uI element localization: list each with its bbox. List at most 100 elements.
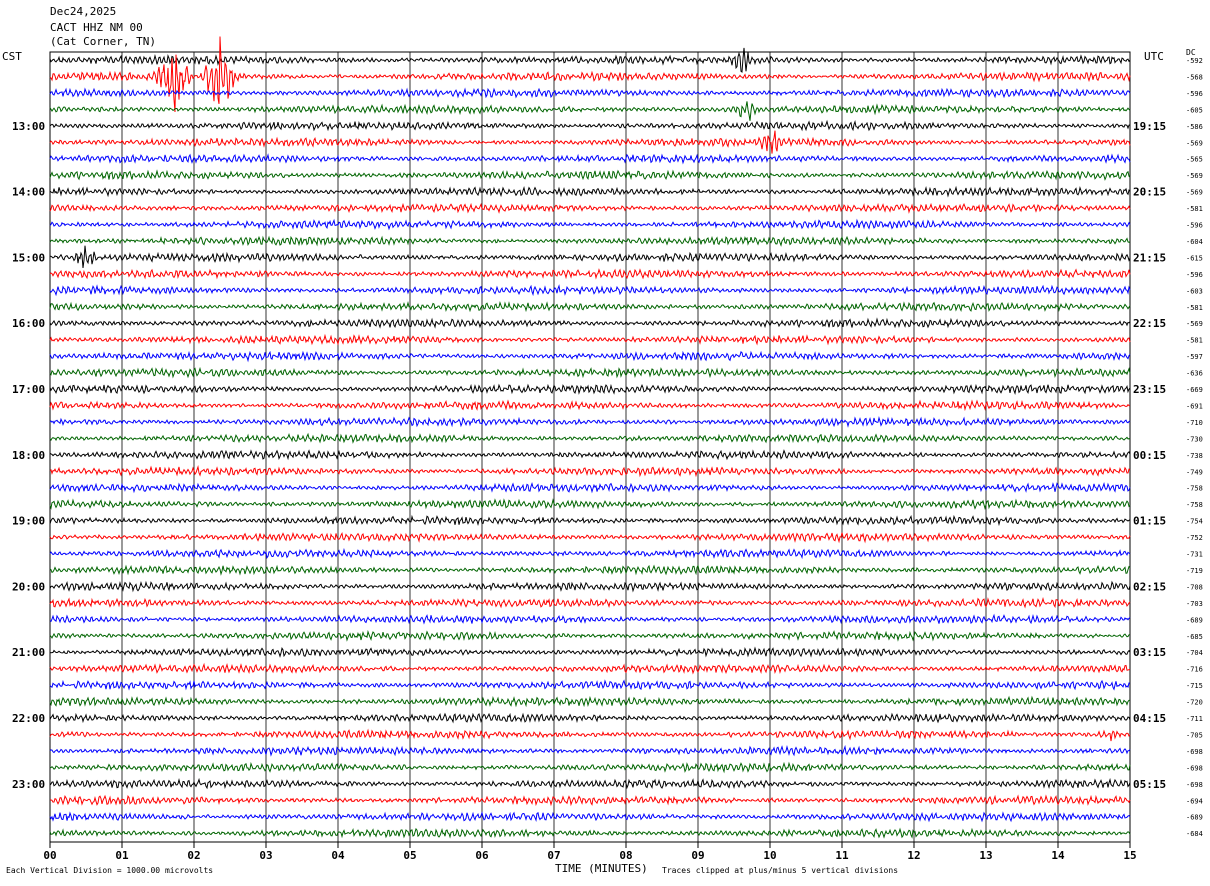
- x-tick-label: 08: [619, 849, 632, 862]
- seismogram-trace: [49, 333, 1131, 346]
- seismogram-trace: [49, 202, 1131, 214]
- dc-offset-label: -758: [1186, 485, 1203, 493]
- dc-offset-header: DC: [1186, 48, 1196, 57]
- seismogram-trace: [49, 827, 1131, 839]
- dc-offset-label: -569: [1186, 189, 1203, 197]
- left-hour-label: 17:00: [12, 383, 45, 396]
- dc-offset-label: -705: [1186, 731, 1203, 739]
- x-tick-label: 07: [547, 849, 560, 862]
- right-timezone-label: UTC: [1144, 50, 1164, 63]
- dc-offset-label: -710: [1186, 419, 1203, 427]
- seismogram-trace: [49, 531, 1131, 544]
- dc-offset-label: -569: [1186, 172, 1203, 180]
- seismogram-trace: [49, 245, 1131, 268]
- station-code: CACT HHZ NM 00: [50, 21, 143, 34]
- seismogram-trace: [49, 465, 1131, 478]
- dc-offset-label: -720: [1186, 699, 1203, 707]
- seismogram-trace: [49, 169, 1131, 181]
- left-hour-label: 21:00: [12, 646, 45, 659]
- seismogram-trace: [49, 317, 1131, 329]
- right-hour-label: 22:15: [1133, 317, 1166, 330]
- dc-offset-label: -754: [1186, 518, 1203, 526]
- seismogram-trace: [49, 597, 1131, 609]
- seismogram-trace: [49, 101, 1131, 121]
- dc-offset-label: -703: [1186, 600, 1203, 608]
- seismogram-trace: [49, 47, 1131, 73]
- x-tick-label: 02: [187, 849, 200, 862]
- left-hour-label: 19:00: [12, 515, 45, 528]
- seismogram-trace: [49, 613, 1131, 625]
- seismogram-trace: [49, 564, 1131, 576]
- x-tick-label: 06: [475, 849, 489, 862]
- seismogram-trace: [49, 218, 1131, 231]
- left-hour-label: 13:00: [12, 120, 45, 133]
- seismogram-trace: [49, 679, 1131, 691]
- seismogram-trace: [49, 744, 1131, 757]
- seismogram-trace: [49, 695, 1131, 708]
- dc-offset-label: -568: [1186, 73, 1203, 81]
- seismogram-trace: [49, 153, 1131, 165]
- left-hour-label: 18:00: [12, 449, 45, 462]
- dc-offset-label: -698: [1186, 748, 1203, 756]
- dc-offset-label: -758: [1186, 501, 1203, 509]
- clip-note: Traces clipped at plus/minus 5 vertical …: [662, 866, 899, 875]
- x-tick-label: 00: [43, 849, 56, 862]
- seismogram-trace: [49, 481, 1131, 494]
- x-tick-label: 03: [259, 849, 272, 862]
- right-hour-label: 00:15: [1133, 449, 1166, 462]
- x-tick-label: 10: [763, 849, 776, 862]
- dc-offset-label: -689: [1186, 814, 1203, 822]
- dc-offset-label: -569: [1186, 320, 1203, 328]
- dc-offset-label: -738: [1186, 452, 1203, 460]
- dc-offset-label: -708: [1186, 583, 1203, 591]
- seismogram-trace: [49, 432, 1131, 444]
- x-tick-label: 05: [403, 849, 416, 862]
- dc-offset-label: -711: [1186, 715, 1203, 723]
- seismogram-trace: [49, 383, 1131, 395]
- seismogram-trace: [49, 235, 1131, 247]
- seismogram-trace: [49, 761, 1131, 774]
- dc-offset-label: -731: [1186, 551, 1203, 559]
- seismogram-trace: [49, 498, 1131, 511]
- plot-frame: [49, 51, 1131, 843]
- x-tick-label: 09: [691, 849, 704, 862]
- dc-offset-label: -596: [1186, 271, 1203, 279]
- x-tick-label: 15: [1123, 849, 1136, 862]
- dc-offset-label: -669: [1186, 386, 1203, 394]
- right-hour-label: 01:15: [1133, 515, 1166, 528]
- left-hour-label: 20:00: [12, 580, 45, 593]
- dc-offset-label: -694: [1186, 797, 1203, 805]
- dc-offset-label: -565: [1186, 156, 1203, 164]
- dc-offset-label: -597: [1186, 353, 1203, 361]
- x-tick-label: 01: [115, 849, 129, 862]
- left-hour-label: 23:00: [12, 778, 45, 791]
- seismogram-trace: [49, 119, 1131, 132]
- seismogram-trace: [49, 36, 1131, 113]
- dc-offset-label: -581: [1186, 205, 1203, 213]
- dc-offset-label: -636: [1186, 370, 1203, 378]
- dc-offset-label: -586: [1186, 123, 1203, 131]
- dc-offset-label: -730: [1186, 435, 1203, 443]
- scale-note: Each Vertical Division = 1000.00 microvo…: [6, 866, 214, 875]
- x-tick-label: 12: [907, 849, 920, 862]
- x-tick-label: 04: [331, 849, 345, 862]
- dc-offset-label: -581: [1186, 304, 1203, 312]
- seismogram-trace: [49, 415, 1131, 428]
- seismogram-trace: [49, 629, 1131, 642]
- x-axis-title: TIME (MINUTES): [555, 862, 648, 875]
- seismogram-trace: [49, 547, 1131, 560]
- seismogram-trace: [49, 712, 1131, 724]
- seismogram-trace: [49, 350, 1131, 363]
- left-hour-label: 14:00: [12, 186, 45, 199]
- seismogram-trace: [49, 399, 1131, 412]
- left-hour-label: 15:00: [12, 251, 45, 264]
- x-tick-label: 14: [1051, 849, 1065, 862]
- right-hour-label: 03:15: [1133, 646, 1166, 659]
- right-hour-label: 04:15: [1133, 712, 1166, 725]
- right-hour-label: 02:15: [1133, 580, 1166, 593]
- dc-offset-label: -569: [1186, 139, 1203, 147]
- dc-offset-label: -752: [1186, 534, 1203, 542]
- dc-offset-label: -604: [1186, 238, 1203, 246]
- seismogram-trace: [49, 811, 1131, 823]
